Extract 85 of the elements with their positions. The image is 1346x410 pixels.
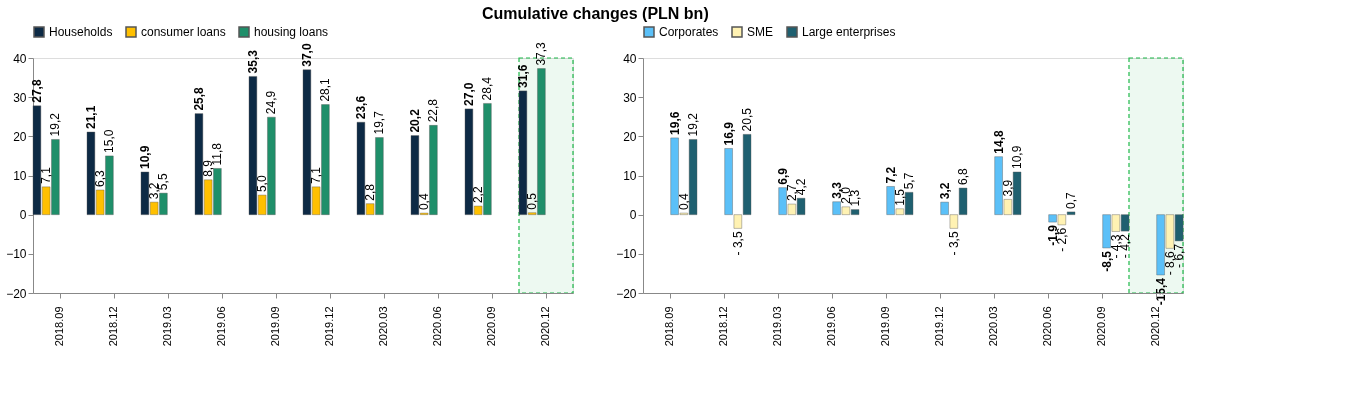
x-tick-label: 2020.12 [539, 306, 551, 347]
y-tick-label: −10 [6, 247, 27, 262]
data-label: 14,8 [991, 130, 1006, 154]
data-label: 24,9 [264, 90, 279, 115]
y-tick-label: −10 [616, 247, 637, 262]
data-label: 37,0 [299, 43, 314, 67]
data-label: 2,8 [363, 183, 378, 201]
legend-label: Households [49, 25, 113, 39]
data-label: 15,0 [102, 129, 117, 153]
x-tick-label: 2020.06 [431, 306, 443, 347]
x-tick-label: 2020.03 [377, 306, 389, 347]
data-label: 6,3 [93, 169, 108, 187]
data-label: 6,8 [956, 168, 971, 186]
y-tick-label: 10 [623, 169, 637, 183]
y-tick-label: 40 [13, 51, 27, 66]
x-tick-label: 2019.09 [879, 306, 891, 347]
y-tick-label: 20 [623, 129, 637, 144]
data-label: 0,7 [1064, 191, 1079, 209]
y-tick-label: 0 [19, 208, 27, 223]
y-tick-label: 20 [13, 129, 27, 144]
data-label: 6,9 [775, 167, 790, 185]
x-tick-label: 2018.12 [107, 306, 119, 347]
x-tick-label: 2019.06 [825, 306, 837, 347]
data-label: 19,2 [686, 112, 701, 137]
data-label: 19,6 [667, 111, 682, 135]
data-label: 22,8 [426, 98, 441, 123]
x-tick-label: 2018.12 [717, 306, 729, 347]
x-tick-label: 2019.12 [323, 306, 335, 347]
data-label: 0,4 [417, 193, 432, 211]
data-label: 16,9 [721, 121, 736, 146]
data-label: 19,7 [372, 110, 387, 135]
data-label: 37,3 [534, 41, 549, 66]
x-tick-label: 2020.12 [1149, 306, 1161, 347]
data-label: - 3,5 [730, 231, 745, 256]
x-tick-label: 2019.09 [269, 306, 281, 347]
data-label: 3,9 [1000, 179, 1015, 197]
legend-label: Large enterprises [802, 25, 896, 39]
data-label: - 3,5 [946, 231, 961, 256]
data-label: 5,7 [902, 172, 917, 190]
x-tick-label: 2018.09 [53, 306, 65, 347]
legend-label: Corporates [659, 25, 719, 39]
data-label: 31,6 [515, 64, 530, 88]
data-label: 10,9 [1010, 145, 1025, 169]
data-label: 7,1 [309, 166, 324, 184]
data-label: 20,5 [740, 107, 755, 132]
data-label: 10,9 [137, 145, 152, 169]
data-label: 35,3 [245, 49, 260, 74]
legend-label: consumer loans [141, 25, 226, 39]
x-tick-label: 2020.09 [1095, 306, 1107, 347]
x-tick-label: 2019.03 [161, 306, 173, 347]
data-label: 19,2 [48, 112, 63, 137]
data-label: 0,4 [676, 193, 691, 211]
data-label: 20,2 [407, 108, 422, 133]
data-label: 28,1 [318, 77, 333, 102]
x-tick-label: 2019.12 [933, 306, 945, 347]
data-label: 25,8 [191, 86, 206, 111]
data-label: 23,6 [353, 95, 368, 120]
legend-label: housing loans [254, 25, 329, 39]
data-label: 27,0 [461, 82, 476, 106]
data-label: 28,4 [480, 76, 495, 101]
x-tick-label: 2020.09 [485, 306, 497, 347]
y-tick-label: 40 [623, 51, 637, 66]
data-label: 27,8 [29, 79, 44, 103]
x-tick-label: 2019.03 [771, 306, 783, 347]
y-tick-label: 30 [13, 90, 27, 105]
data-label: - 8,6 [1162, 251, 1177, 276]
y-tick-label: 0 [629, 208, 637, 223]
data-label: 7,1 [39, 166, 54, 184]
y-tick-label: −20 [6, 286, 27, 301]
data-label: 7,2 [883, 166, 898, 184]
x-tick-label: 2019.06 [215, 306, 227, 347]
y-tick-label: −20 [616, 286, 637, 301]
y-tick-label: 30 [623, 90, 637, 105]
x-tick-label: 2018.09 [663, 306, 675, 347]
y-tick-label: 10 [13, 169, 27, 183]
data-label: 2,2 [471, 186, 486, 204]
x-tick-label: 2020.03 [987, 306, 999, 347]
chart-title: Cumulative changes (PLN bn) [482, 4, 709, 22]
data-label: 0,5 [525, 192, 540, 210]
legend-label: SME [747, 25, 774, 39]
data-label: 21,1 [83, 105, 98, 130]
data-label: 3,2 [937, 182, 952, 200]
data-label: 1,5 [892, 188, 907, 206]
data-label: 5,0 [255, 175, 270, 193]
x-tick-label: 2020.06 [1041, 306, 1053, 347]
